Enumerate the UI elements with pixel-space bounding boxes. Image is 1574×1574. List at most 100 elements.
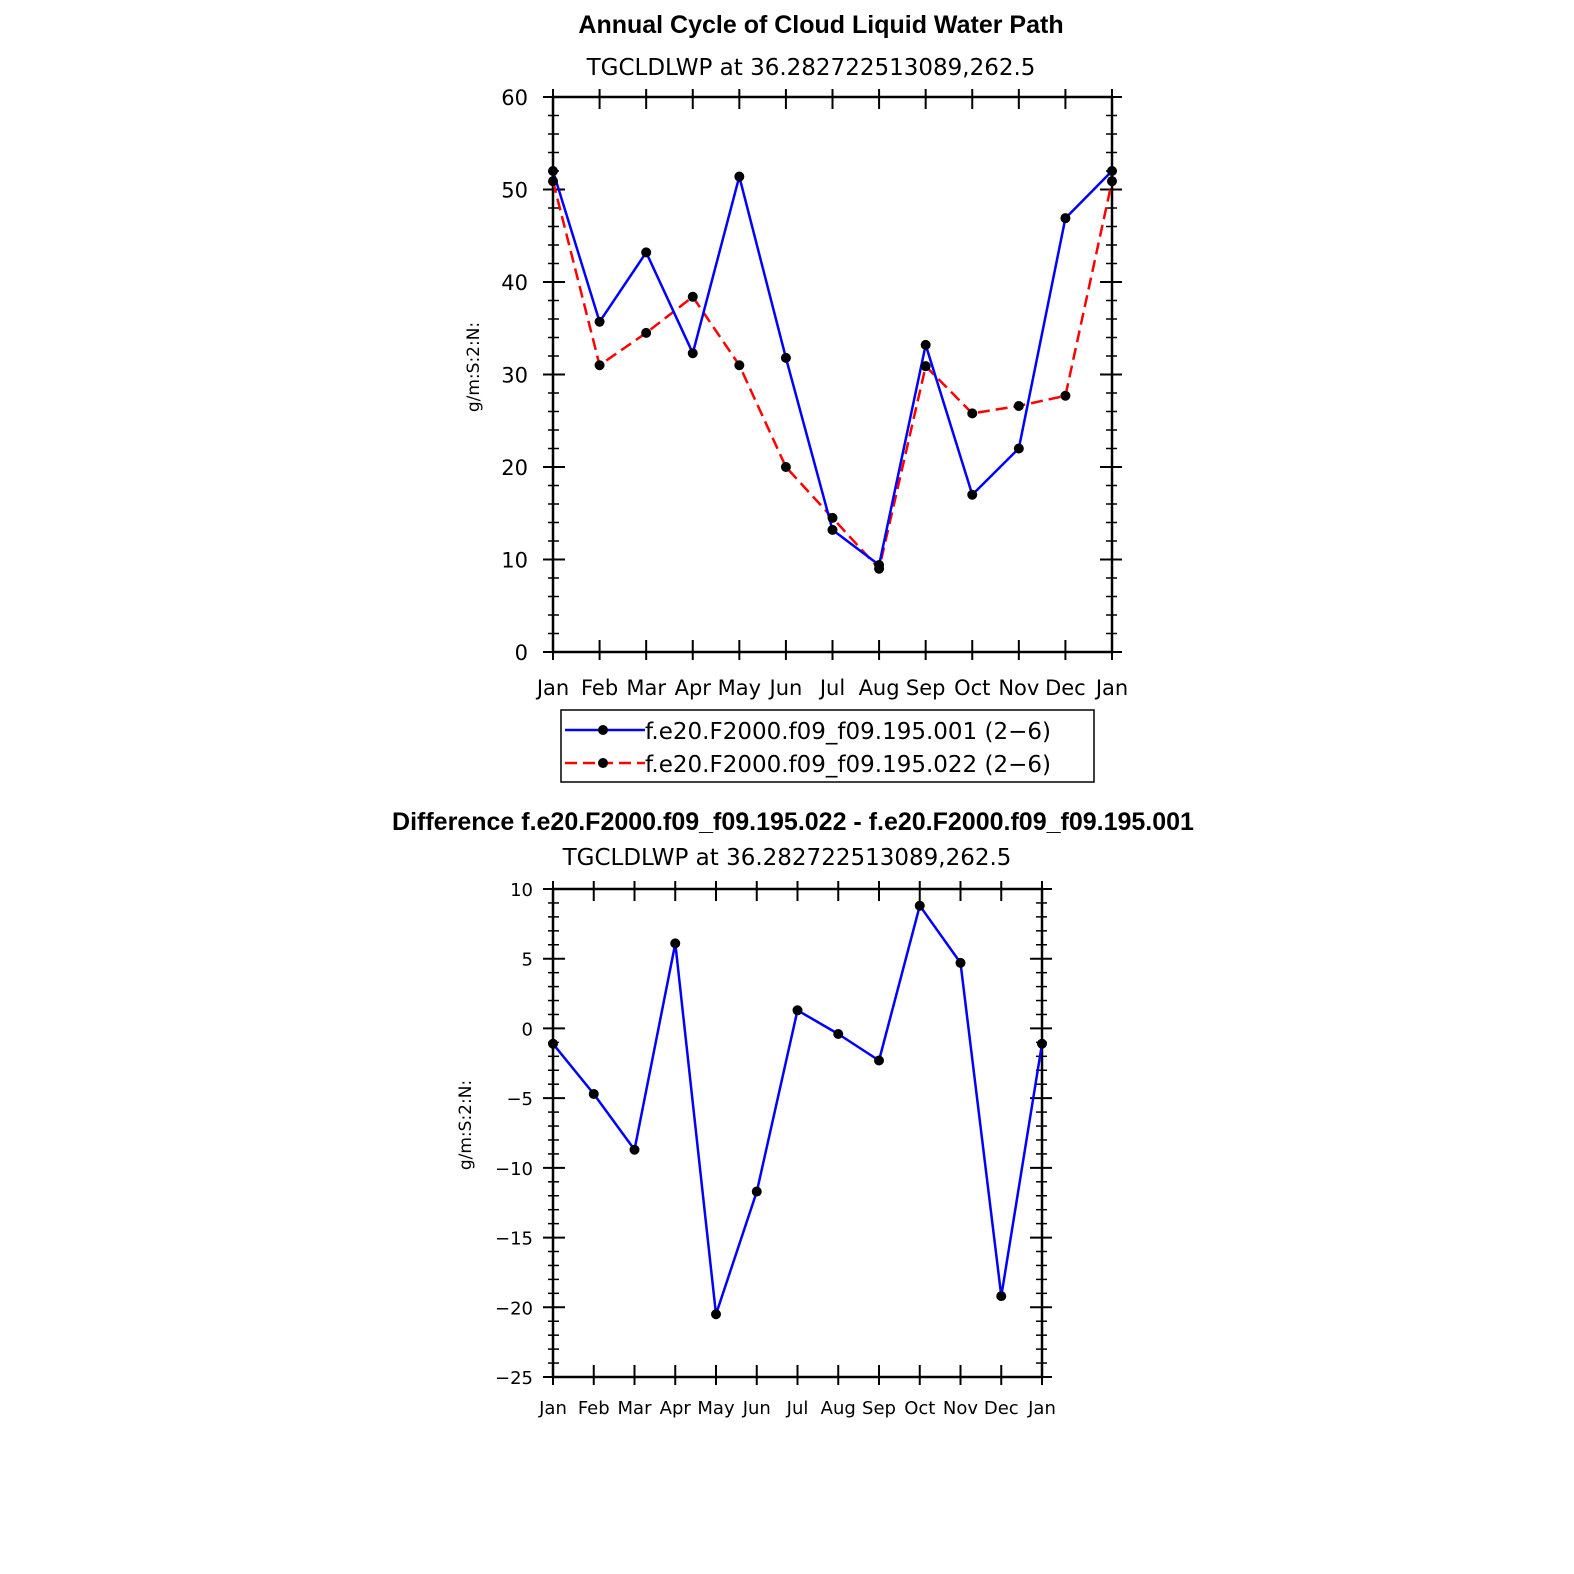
y-axis-label: g/m:S:2:N: [464,322,484,412]
x-tick-label: Jan [535,676,569,700]
data-point-s2-3 [687,291,698,302]
data-point-s1-5 [780,352,791,363]
y-tick-label: 50 [501,179,528,203]
y-tick-label: −20 [495,1298,533,1319]
plot-frame [551,95,1114,654]
data-point-s2-5 [780,462,791,472]
data-point-s1-6 [827,524,838,535]
data-point-s2-0 [548,176,558,187]
legend-label: f.e20.F2000.f09_f09.195.001 (2−6) [645,719,1051,745]
x-tick-label: Jan [1027,1398,1056,1419]
data-point-s2-12 [1107,176,1117,187]
data-point-s2-11 [1060,390,1071,401]
data-point-s1-2 [641,247,652,258]
data-point-s1-10 [955,957,966,968]
y-tick-label: 40 [501,271,528,295]
data-point-s2-1 [594,360,605,371]
legend-entry-1: f.e20.F2000.f09_f09.195.001 (2−6) [565,719,1051,745]
x-tick-label: Feb [581,676,618,700]
y-tick-label: −10 [495,1159,533,1180]
y-tick-label: 20 [501,456,528,480]
series-line-2 [551,180,1114,571]
x-tick-label: Jul [818,676,845,700]
data-point-s1-10 [1013,443,1024,454]
x-tick-label: Jan [1094,676,1128,700]
x-tick-label: Jun [742,1398,771,1419]
y-tick-label: −25 [495,1368,533,1389]
legend-marker [598,758,608,768]
data-point-s1-1 [588,1088,599,1099]
x-tick-label: Aug [859,676,900,700]
y-axis-label: g/m:S:2:N: [456,1080,476,1170]
data-point-s2-2 [641,327,652,338]
data-point-s1-2 [629,1144,640,1155]
data-point-s2-8 [920,361,931,372]
x-tick-label: Dec [984,1398,1019,1419]
data-point-s1-9 [914,900,925,911]
data-point-s1-6 [792,1005,803,1016]
data-point-s2-9 [967,408,978,419]
data-point-s2-6 [827,512,838,523]
annual-cycle-chart: Annual Cycle of Cloud Liquid Water Path … [464,11,1128,700]
y-tick-label: 5 [522,950,533,971]
data-point-s1-11 [1060,213,1071,224]
x-tick-label: Oct [954,676,990,700]
legend: f.e20.F2000.f09_f09.195.001 (2−6) f.e20.… [560,709,1095,783]
data-point-s2-7 [874,563,885,574]
x-tick-label: Sep [862,1398,896,1419]
data-point-s1-9 [967,489,978,500]
data-point-s1-8 [874,1055,884,1066]
data-point-s1-4 [711,1309,721,1320]
x-tick-label: May [697,1398,735,1419]
y-tick-label: −5 [506,1089,533,1110]
data-point-s1-3 [687,348,698,359]
x-tick-label: Sep [906,676,946,700]
series-line-1 [552,904,1044,1316]
data-point-s1-0 [548,166,558,176]
data-point-s1-1 [594,316,605,327]
chart-title: Annual Cycle of Cloud Liquid Water Path [578,11,1063,39]
plot-frame [551,887,1044,1379]
x-tick-label: May [718,676,761,700]
legend-entry-2: f.e20.F2000.f09_f09.195.022 (2−6) [565,752,1051,778]
y-tick-label: 60 [501,86,528,110]
x-tick-label: Jun [768,676,803,700]
x-tick-label: Jul [786,1398,809,1419]
data-point-s2-4 [734,360,745,371]
difference-chart: Difference f.e20.F2000.f09_f09.195.022 -… [392,808,1194,1419]
x-tick-label: Mar [626,676,666,700]
x-tick-label: Jan [538,1398,567,1419]
y-tick-label: 10 [510,880,533,901]
data-point-s1-11 [996,1291,1007,1302]
x-tick-label: Oct [904,1398,935,1419]
data-point-s1-8 [920,339,931,350]
data-point-s1-5 [751,1186,762,1197]
chart-subtitle: TGCLDLWP at 36.282722513089,262.5 [562,845,1012,871]
y-tick-label: 30 [501,364,528,388]
chart-title: Difference f.e20.F2000.f09_f09.195.022 -… [392,808,1194,836]
legend-marker [598,725,608,735]
data-point-s1-12 [1037,1038,1047,1049]
x-tick-label: Aug [821,1398,856,1419]
x-tick-label: Apr [660,1398,692,1419]
y-tick-label: −15 [495,1229,533,1250]
y-tick-label: 0 [522,1019,533,1040]
x-tick-label: Nov [998,676,1039,700]
y-tick-label: 10 [501,549,528,573]
data-point-s1-7 [833,1029,844,1040]
data-point-s1-12 [1107,166,1117,176]
x-tick-label: Feb [578,1398,610,1419]
series-line-1 [551,170,1113,567]
x-tick-label: Nov [943,1398,978,1419]
legend-box [560,709,1095,783]
x-tick-label: Dec [1045,676,1086,700]
data-point-s1-3 [670,938,681,949]
legend-label: f.e20.F2000.f09_f09.195.022 (2−6) [645,752,1051,778]
x-tick-label: Apr [675,676,712,700]
y-tick-label: 0 [515,641,528,665]
chart-subtitle: TGCLDLWP at 36.282722513089,262.5 [586,55,1036,81]
data-point-s1-0 [548,1038,558,1049]
data-point-s2-10 [1013,400,1024,411]
data-point-s1-4 [734,171,745,182]
